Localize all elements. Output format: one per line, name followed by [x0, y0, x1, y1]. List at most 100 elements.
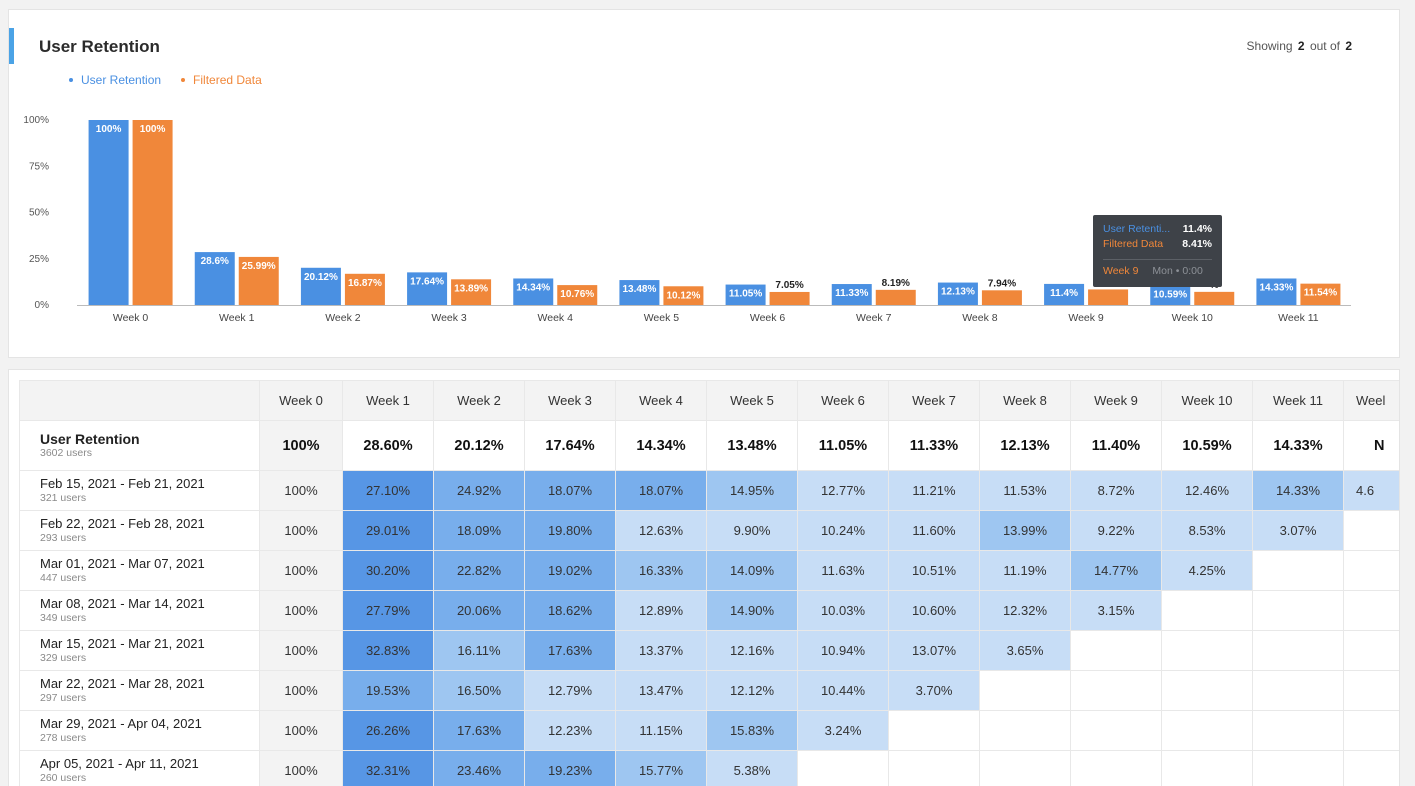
x-tick-label: Week 4: [538, 312, 574, 324]
retention-cell: 8.72%: [1070, 470, 1162, 511]
row-label: Mar 01, 2021 - Mar 07, 2021 447 users: [19, 550, 260, 591]
retention-cell: 12.23%: [524, 710, 616, 751]
retention-cell: 24.92%: [433, 470, 525, 511]
retention-cell: 19.53%: [342, 670, 434, 711]
retention-cell: 10.51%: [888, 550, 980, 591]
row-label-title: Feb 22, 2021 - Feb 28, 2021: [40, 516, 205, 531]
bar-data-label: 7.94%: [988, 278, 1016, 289]
column-header[interactable]: Week 10: [1161, 380, 1253, 421]
retention-cell: [1070, 750, 1162, 786]
tooltip-separator: [1103, 259, 1212, 260]
column-header[interactable]: Week 6: [797, 380, 889, 421]
table-row[interactable]: Mar 15, 2021 - Mar 21, 2021 329 users 100%…: [19, 630, 1399, 671]
legend-label-user-retention: User Retention: [81, 73, 162, 87]
bar-data-label: 11.4%: [1050, 288, 1078, 299]
tooltip-series-1-label: User Retenti...: [1103, 223, 1171, 235]
table-row[interactable]: Mar 29, 2021 - Apr 04, 2021 278 users 100%…: [19, 710, 1399, 751]
bar-user-retention: [513, 278, 554, 305]
column-header[interactable]: Week 4: [615, 380, 707, 421]
row-label-users: 260 users: [40, 772, 87, 784]
column-header[interactable]: Week 11: [1252, 380, 1344, 421]
retention-cell: [1161, 670, 1253, 711]
x-tick-label: Week 0: [113, 312, 149, 324]
retention-cell: 14.33%: [1252, 470, 1344, 511]
table-row[interactable]: Mar 01, 2021 - Mar 07, 2021 447 users 100%…: [19, 550, 1399, 591]
retention-cell: [1252, 750, 1344, 786]
row-label-title: Apr 05, 2021 - Apr 11, 2021: [40, 756, 199, 771]
summary-cell: 10.59%: [1161, 420, 1253, 471]
retention-cell: 27.79%: [342, 590, 434, 631]
row-label-users: 321 users: [40, 492, 87, 504]
retention-cell: 10.60%: [888, 590, 980, 631]
bar-data-label: 16.87%: [348, 278, 382, 289]
summary-cell: 13.48%: [706, 420, 798, 471]
table-row[interactable]: Feb 15, 2021 - Feb 21, 2021 321 users 100%…: [19, 470, 1399, 511]
row-label-users: 329 users: [40, 652, 87, 664]
y-tick-label: 25%: [29, 254, 49, 265]
retention-cell: 19.80%: [524, 510, 616, 551]
retention-cell: 8.53%: [1161, 510, 1253, 551]
retention-cell: 12.79%: [524, 670, 616, 711]
retention-cell: 19.23%: [524, 750, 616, 786]
row-label-users: 349 users: [40, 612, 87, 624]
tooltip-series-2-label: Filtered Data: [1103, 238, 1164, 250]
retention-cell: 10.03%: [797, 590, 889, 631]
retention-cell: 17.63%: [433, 710, 525, 751]
table-row[interactable]: Apr 05, 2021 - Apr 11, 2021 260 users 100%…: [19, 750, 1399, 786]
legend-item-filtered-data[interactable]: Filtered Data: [181, 73, 262, 87]
retention-cell: 100%: [259, 470, 343, 511]
column-header[interactable]: Week 5: [706, 380, 798, 421]
retention-cell: 13.47%: [615, 670, 707, 711]
bar-filtered-data: [451, 279, 492, 305]
bar-user-retention: [194, 252, 235, 305]
retention-cell: 12.16%: [706, 630, 798, 671]
retention-cell: [888, 750, 980, 786]
column-header[interactable]: Week 1: [342, 380, 434, 421]
retention-cell: 10.24%: [797, 510, 889, 551]
column-header[interactable]: Week 2: [433, 380, 525, 421]
retention-cell: [888, 710, 980, 751]
chart-title: User Retention: [39, 37, 160, 56]
y-tick-label: 100%: [23, 115, 49, 126]
retention-cell: [1343, 670, 1399, 711]
tooltip-series-1-value: 11.4%: [1182, 223, 1212, 235]
bar-filtered-data: [981, 290, 1022, 305]
retention-cell: 18.09%: [433, 510, 525, 551]
bar-data-label: 100%: [140, 124, 166, 135]
retention-table-card: Week 0 Week 1 Week 2 Week 3 Week 4 Week 5 Week…: [8, 369, 1400, 786]
column-header[interactable]: Week 3: [524, 380, 616, 421]
row-label-title: Feb 15, 2021 - Feb 21, 2021: [40, 476, 205, 491]
retention-cell: 9.90%: [706, 510, 798, 551]
retention-cell: 13.37%: [615, 630, 707, 671]
retention-cell: [1252, 630, 1344, 671]
retention-cell: 17.63%: [524, 630, 616, 671]
legend-item-user-retention[interactable]: User Retention: [69, 73, 161, 87]
retention-cell: 30.20%: [342, 550, 434, 591]
bar-user-retention: [1256, 278, 1297, 305]
x-tick-label: Week 7: [856, 312, 892, 324]
column-header[interactable]: Week 8: [979, 380, 1071, 421]
retention-cell: 14.95%: [706, 470, 798, 511]
retention-cell: 15.77%: [615, 750, 707, 786]
column-header[interactable]: Weel: [1343, 380, 1399, 421]
column-header[interactable]: Week 7: [888, 380, 980, 421]
y-tick-label: 0%: [35, 300, 50, 311]
table-row[interactable]: Feb 22, 2021 - Feb 28, 2021 293 users 100%…: [19, 510, 1399, 551]
bar-user-retention: [619, 280, 660, 305]
row-label-users: 278 users: [40, 732, 87, 744]
retention-cell: [1070, 670, 1162, 711]
retention-cell: 22.82%: [433, 550, 525, 591]
retention-cell: 13.07%: [888, 630, 980, 671]
row-label: Feb 15, 2021 - Feb 21, 2021 321 users: [19, 470, 260, 511]
bar-data-label: 28.6%: [201, 256, 229, 267]
column-header[interactable]: Week 9: [1070, 380, 1162, 421]
summary-cell: 17.64%: [524, 420, 616, 471]
chart-legend: User Retention Filtered Data: [69, 73, 262, 87]
legend-dot-user-retention: [69, 78, 73, 82]
retention-cell: 14.77%: [1070, 550, 1162, 591]
bar-data-label: 13.48%: [622, 284, 656, 295]
table-row[interactable]: Mar 22, 2021 - Mar 28, 2021 297 users 100%…: [19, 670, 1399, 711]
table-row[interactable]: Mar 08, 2021 - Mar 14, 2021 349 users 100%…: [19, 590, 1399, 631]
retention-cell: [1161, 590, 1253, 631]
column-header[interactable]: Week 0: [259, 380, 343, 421]
